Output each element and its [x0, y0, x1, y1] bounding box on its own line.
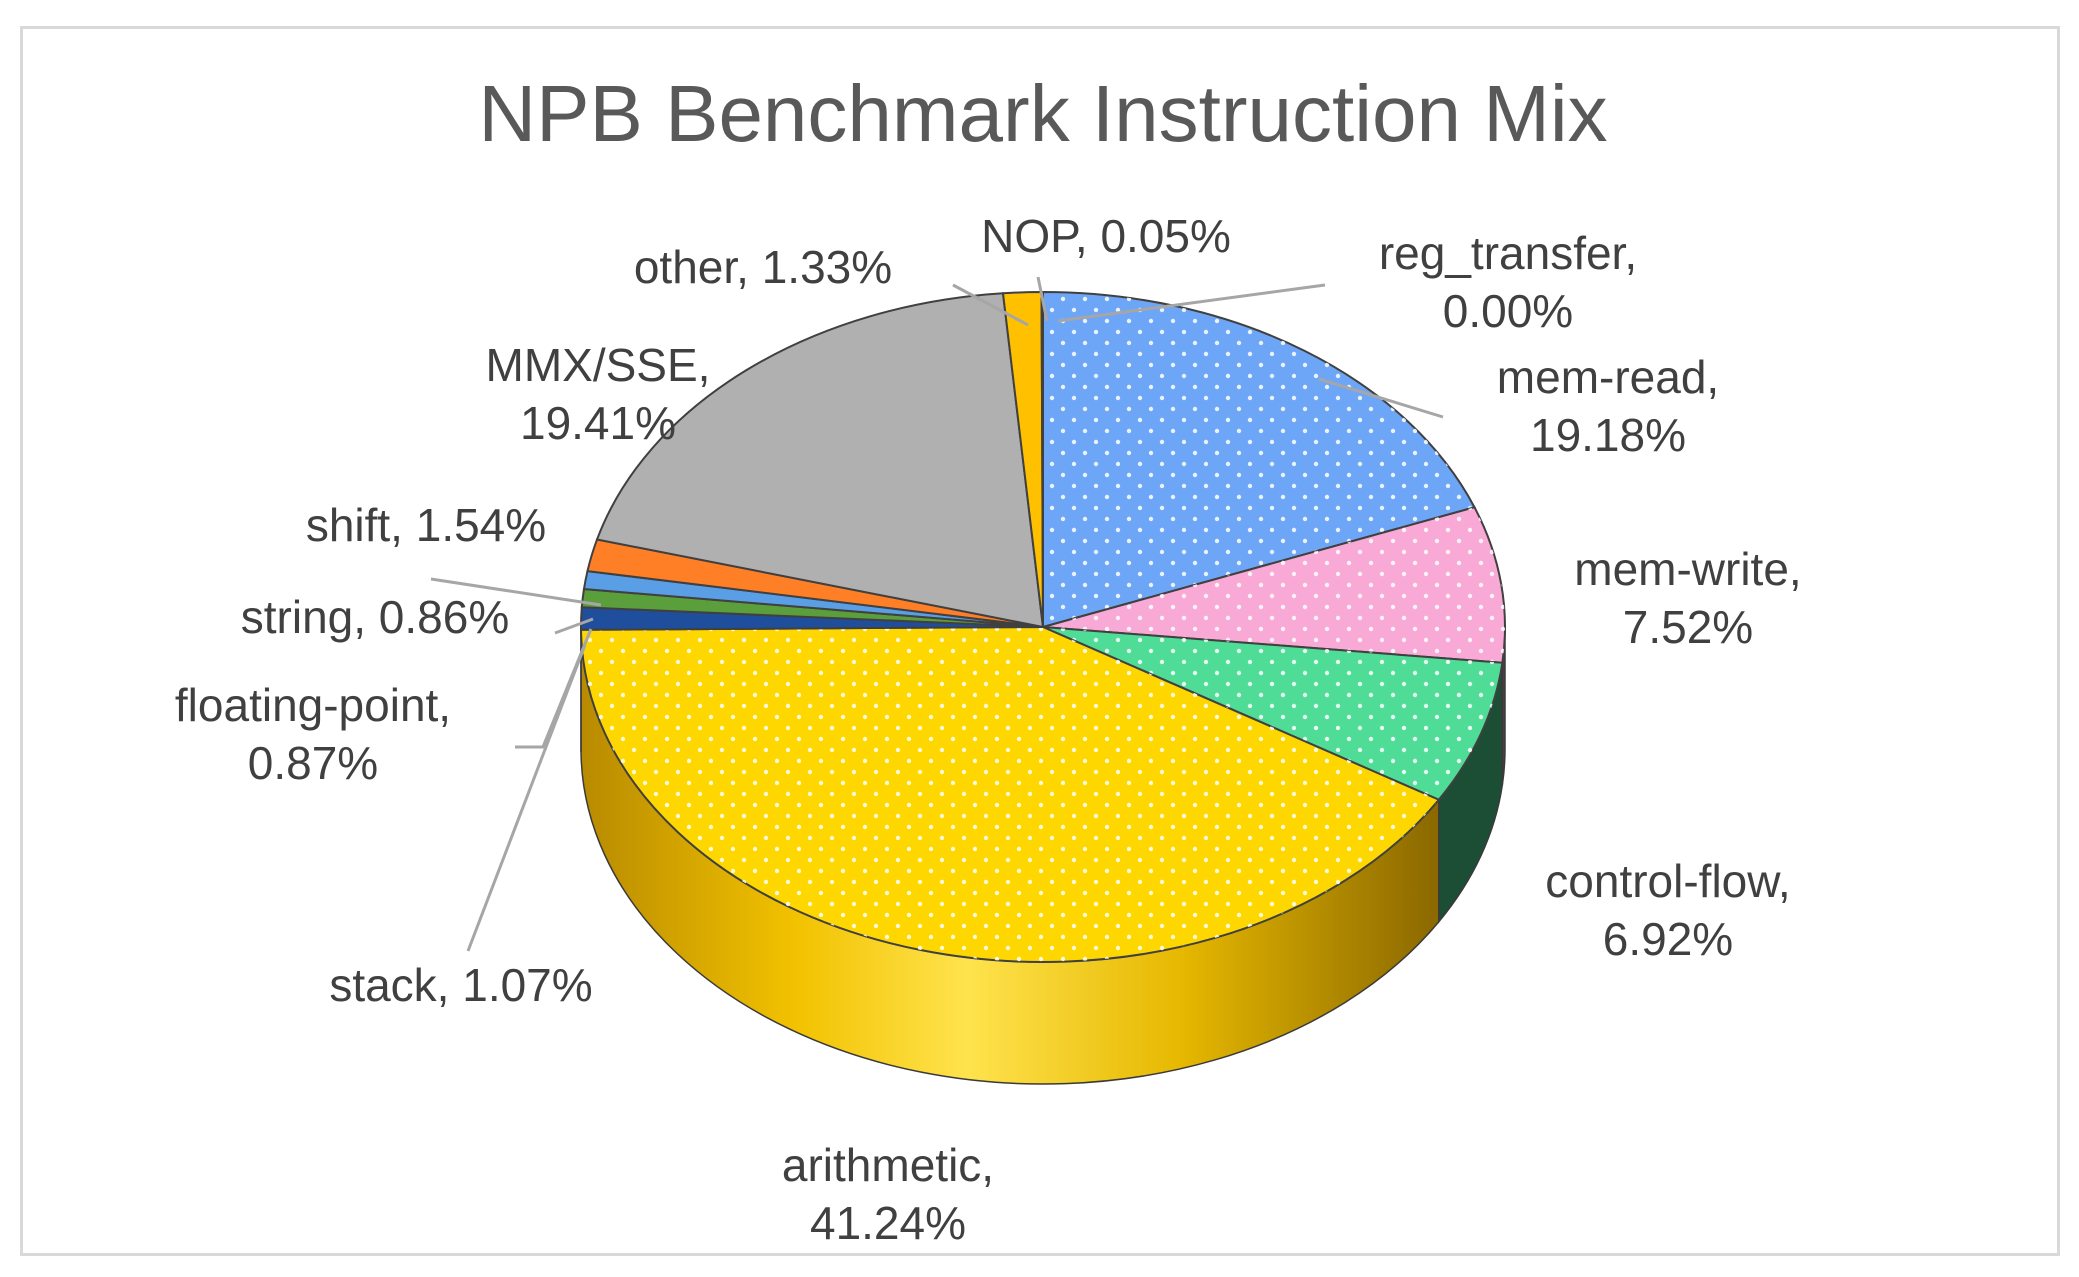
leader-line-stack [466, 644, 587, 952]
leader-line-mem-read [1318, 377, 1444, 419]
pie-slice-pattern-mem-write [1043, 507, 1505, 663]
chart-title: NPB Benchmark Instruction Mix [478, 69, 1607, 158]
pie-chart: NPB Benchmark Instruction Mix reg_transf… [175, 69, 1802, 1249]
pie-slice-pattern-control-flow [1043, 627, 1503, 800]
leader-line-nop [1036, 276, 1049, 322]
leader-line-reg-transfer [1057, 283, 1326, 323]
slice-label-arithmetic: arithmetic, 41.24% [782, 1139, 994, 1249]
slice-label-stack: stack, 1.07% [329, 959, 592, 1011]
pie-slice-mmx-sse [595, 292, 1045, 629]
slice-label-control-flow: control-flow, 6.92% [1545, 855, 1790, 965]
leader-line-string [554, 617, 594, 635]
leader-line-other [952, 283, 1029, 327]
slice-label-mmx-sse: MMX/SSE, 19.41% [486, 339, 711, 449]
pie-slice-pattern-mem-read [1043, 292, 1475, 627]
leader-lines [430, 276, 1444, 952]
chart-frame: NPB Benchmark Instruction Mix reg_transf… [20, 26, 2060, 1256]
slice-label-reg-transfer: reg_transfer, 0.00% [1379, 227, 1637, 337]
slice-label-other: other, 1.33% [634, 241, 892, 293]
pie-slices [580, 290, 1506, 963]
slice-label-floating-point: floating-point, 0.87% [175, 679, 451, 789]
slice-labels: reg_transfer, 0.00% mem-read, 19.18% mem-wri… [175, 210, 1802, 1249]
slice-label-nop: NOP, 0.05% [981, 210, 1231, 262]
pie-slice-pattern-arithmetic [581, 627, 1439, 962]
leader-line-floating-point [515, 628, 593, 749]
slice-label-mem-read: mem-read, 19.18% [1497, 351, 1719, 461]
slice-label-mem-write: mem-write, 7.52% [1574, 543, 1801, 653]
slice-label-shift: shift, 1.54% [306, 499, 546, 551]
slice-label-string: string, 0.86% [241, 591, 509, 643]
leader-line-shift [430, 577, 602, 607]
